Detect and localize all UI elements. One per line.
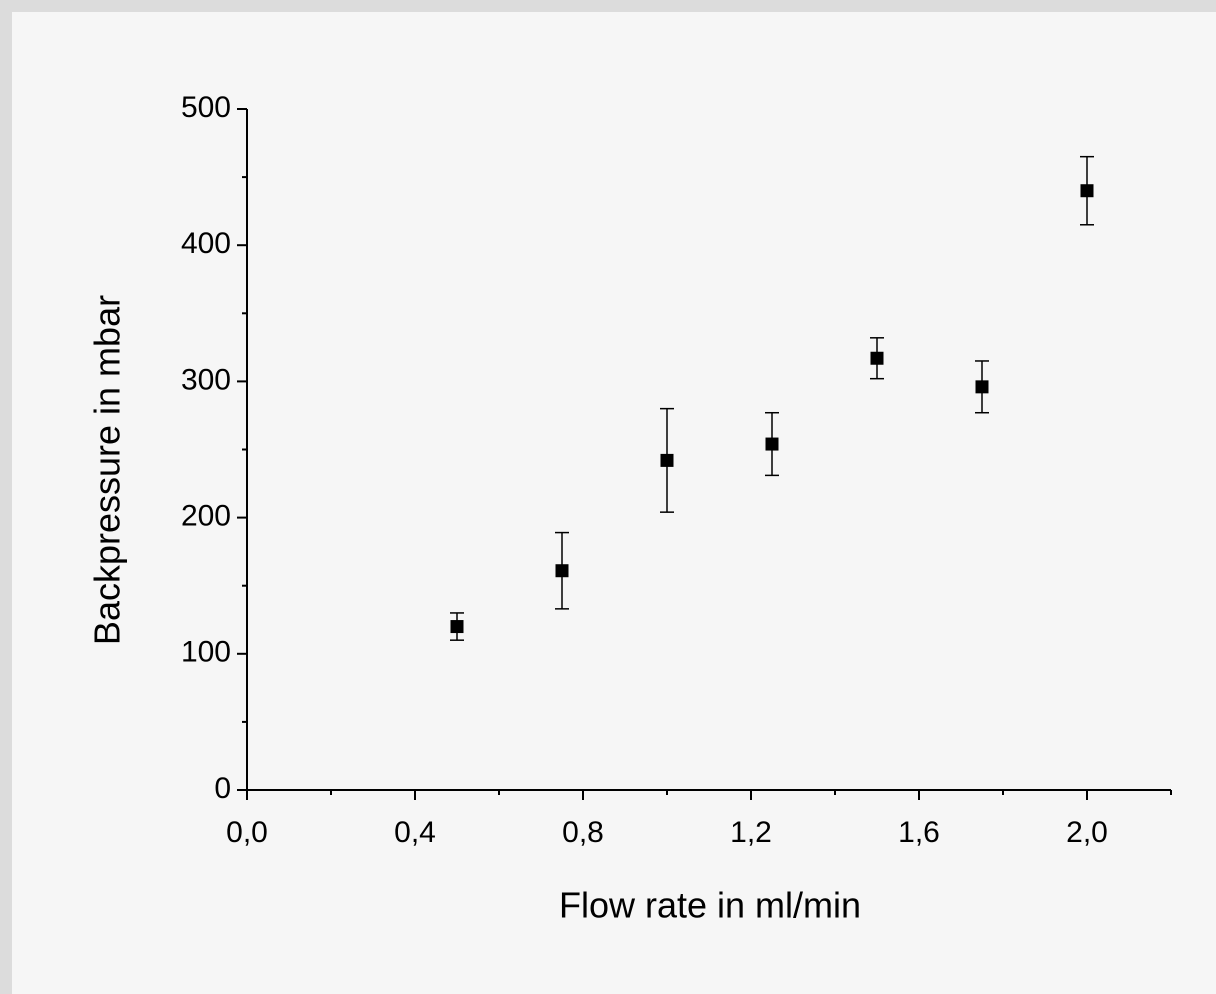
marker bbox=[765, 437, 779, 451]
x-tick-label: 1,6 bbox=[898, 816, 940, 849]
x-tick-label: 0,0 bbox=[226, 816, 268, 849]
y-tick-label: 0 bbox=[214, 772, 231, 805]
x-tick-label: 2,0 bbox=[1066, 816, 1108, 849]
marker bbox=[870, 351, 884, 365]
x-tick-label: 0,4 bbox=[394, 816, 436, 849]
x-tick-label: 0,8 bbox=[562, 816, 604, 849]
y-tick-label: 200 bbox=[181, 500, 231, 533]
y-axis-label: Backpressure in mbar bbox=[87, 295, 128, 645]
marker bbox=[450, 620, 464, 634]
y-tick-label: 100 bbox=[181, 636, 231, 669]
x-axis-label: Flow rate in ml/min bbox=[559, 885, 861, 926]
marker bbox=[555, 564, 569, 578]
marker bbox=[660, 453, 674, 467]
marker bbox=[975, 380, 989, 394]
panel bbox=[12, 12, 1216, 994]
x-tick-label: 1,2 bbox=[730, 816, 772, 849]
y-tick-label: 400 bbox=[181, 227, 231, 260]
y-tick-label: 500 bbox=[181, 91, 231, 124]
y-tick-label: 300 bbox=[181, 363, 231, 396]
marker bbox=[1080, 184, 1094, 198]
